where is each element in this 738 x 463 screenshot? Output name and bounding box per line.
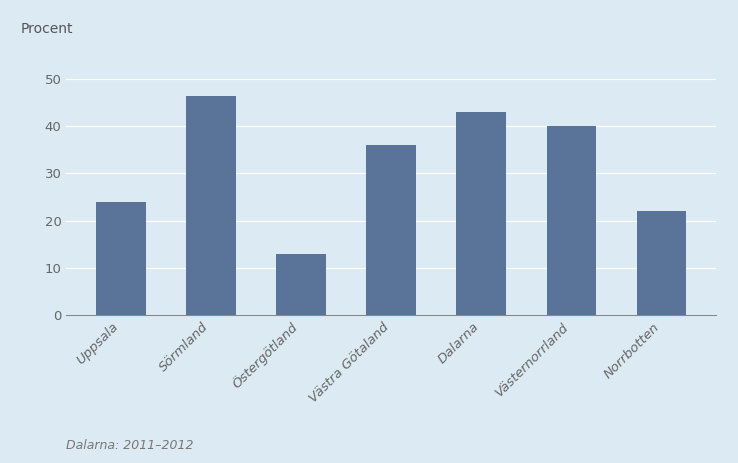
Text: Dalarna: 2011–2012: Dalarna: 2011–2012: [66, 439, 194, 452]
Bar: [637, 211, 686, 315]
Bar: [547, 126, 596, 315]
Bar: [96, 202, 145, 315]
Bar: [457, 112, 506, 315]
Bar: [366, 145, 416, 315]
Text: Procent: Procent: [21, 22, 74, 36]
Bar: [276, 254, 325, 315]
Bar: [186, 96, 235, 315]
